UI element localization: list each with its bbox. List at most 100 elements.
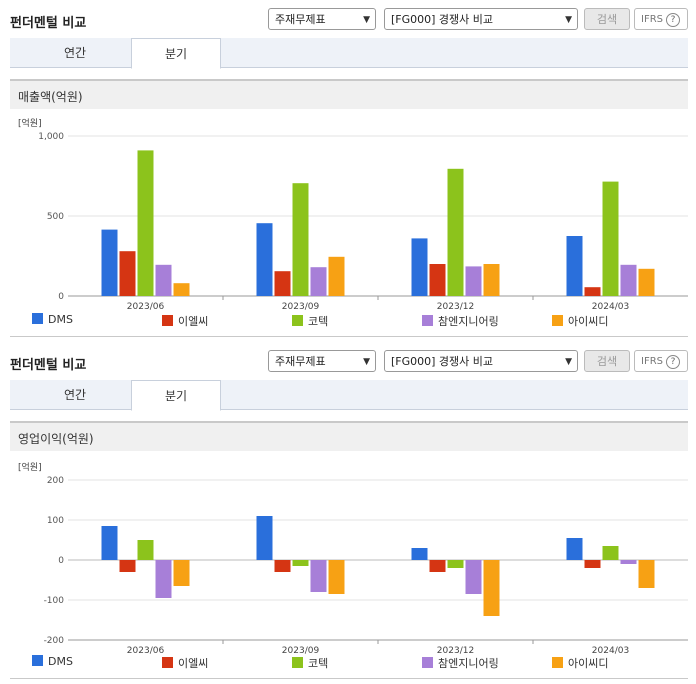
legend-label: 코텍 bbox=[308, 657, 329, 670]
bar bbox=[602, 546, 619, 560]
panel-title: 펀더멘털 비교 bbox=[10, 358, 87, 373]
bar bbox=[411, 238, 428, 296]
ifrs-label: IFRS bbox=[641, 14, 663, 25]
bar bbox=[119, 560, 136, 572]
bar bbox=[310, 560, 327, 592]
y-tick-label: 0 bbox=[58, 292, 64, 302]
comparison-select-value: [FG000] 경쟁사 비교 bbox=[391, 13, 494, 26]
divider bbox=[10, 336, 688, 337]
bar bbox=[328, 256, 345, 296]
period-tabs: 연간 분기 bbox=[10, 380, 688, 411]
legend-swatch bbox=[422, 315, 433, 326]
ifrs-toggle[interactable]: IFRS? bbox=[634, 350, 688, 372]
panel-header: 펀더멘털 비교 주재무제표 ▼ [FG000] 경쟁사 비교 ▼ 검색 IFRS… bbox=[0, 342, 696, 380]
statement-select-value: 주재무제표 bbox=[275, 355, 326, 368]
y-tick-label: 100 bbox=[47, 516, 64, 526]
bar bbox=[429, 264, 446, 296]
legend-swatch bbox=[162, 657, 173, 668]
x-tick-label: 2023/06 bbox=[127, 302, 165, 310]
y-tick-label: -200 bbox=[44, 636, 65, 646]
panel-title: 펀더멘털 비교 bbox=[10, 16, 87, 31]
tab-annual[interactable]: 연간 bbox=[63, 46, 87, 60]
chart-section-header: 매출액(억원) bbox=[10, 79, 688, 109]
bar bbox=[292, 560, 309, 566]
statement-select[interactable]: 주재무제표 ▼ bbox=[268, 8, 376, 30]
chevron-down-icon: ▼ bbox=[363, 15, 370, 25]
bar bbox=[447, 168, 464, 296]
comparison-select-value: [FG000] 경쟁사 비교 bbox=[391, 355, 494, 368]
unit-label: [억원] bbox=[18, 461, 42, 473]
bar bbox=[328, 560, 345, 594]
bar bbox=[566, 538, 583, 560]
bar bbox=[620, 264, 637, 296]
panel-header: 펀더멘털 비교 주재무제표 ▼ [FG000] 경쟁사 비교 ▼ 검색 IFRS… bbox=[0, 0, 696, 38]
help-icon[interactable]: ? bbox=[666, 355, 680, 369]
bar bbox=[137, 150, 154, 296]
period-tabs: 연간 분기 bbox=[10, 38, 688, 69]
revenue-chart-svg: [억원] 0 500 1,000 2023/06 2023/09 2023/12 2024/0… bbox=[18, 117, 688, 312]
bar bbox=[447, 560, 464, 568]
ifrs-toggle[interactable]: IFRS? bbox=[634, 8, 688, 30]
bar bbox=[256, 223, 273, 296]
legend-swatch bbox=[292, 657, 303, 668]
y-tick-label: 500 bbox=[47, 212, 64, 222]
tab-quarterly[interactable]: 분기 bbox=[131, 380, 221, 411]
legend-item[interactable]: 이엘씨 bbox=[162, 313, 208, 329]
legend-item[interactable]: 코텍 bbox=[292, 655, 328, 671]
divider bbox=[10, 678, 688, 679]
bar bbox=[292, 183, 309, 296]
operating-profit-chart: [억원] -200 -100 0 100 200 2023/06 2023/09 2023/12… bbox=[10, 454, 688, 656]
y-tick-label: 200 bbox=[47, 476, 64, 486]
bar bbox=[465, 560, 482, 594]
tab-quarterly[interactable]: 분기 bbox=[131, 38, 221, 69]
bar bbox=[155, 560, 172, 598]
bar bbox=[620, 560, 637, 564]
legend-item[interactable]: 이엘씨 bbox=[162, 655, 208, 671]
operating-profit-chart-svg: [억원] -200 -100 0 100 200 2023/06 2023/09 2023/12… bbox=[18, 461, 688, 656]
legend-item[interactable]: 아이씨디 bbox=[552, 655, 608, 671]
fundamentals-panel-1: 펀더멘털 비교 주재무제표 ▼ [FG000] 경쟁사 비교 ▼ 검색 IFRS… bbox=[0, 0, 696, 340]
x-tick-label: 2023/09 bbox=[282, 646, 320, 654]
bar bbox=[465, 266, 482, 296]
legend-label: 코텍 bbox=[308, 315, 329, 328]
legend-item[interactable]: 코텍 bbox=[292, 313, 328, 329]
legend-swatch bbox=[552, 315, 563, 326]
tab-annual[interactable]: 연간 bbox=[63, 388, 87, 402]
legend-swatch bbox=[162, 315, 173, 326]
search-button[interactable]: 검색 bbox=[584, 8, 630, 30]
ifrs-label: IFRS bbox=[641, 356, 663, 367]
legend-item[interactable]: 아이씨디 bbox=[552, 313, 608, 329]
legend-label: 참엔지니어링 bbox=[438, 315, 499, 328]
legend-item[interactable]: DMS bbox=[32, 655, 73, 668]
legend-item[interactable]: DMS bbox=[32, 313, 73, 326]
chart-label: 영업이익(억원) bbox=[18, 432, 94, 446]
x-tick-label: 2023/12 bbox=[437, 646, 474, 654]
bar bbox=[137, 540, 154, 560]
bar bbox=[483, 264, 500, 296]
chevron-down-icon: ▼ bbox=[363, 357, 370, 367]
x-tick-label: 2023/12 bbox=[437, 302, 474, 310]
legend-item[interactable]: 참엔지니어링 bbox=[422, 313, 499, 329]
legend-swatch bbox=[32, 313, 43, 324]
chart-label: 매출액(억원) bbox=[18, 90, 83, 104]
legend-label: 이엘씨 bbox=[178, 657, 209, 670]
fundamentals-panel-2: 펀더멘털 비교 주재무제표 ▼ [FG000] 경쟁사 비교 ▼ 검색 IFRS… bbox=[0, 342, 696, 684]
bar bbox=[602, 181, 619, 296]
comparison-select[interactable]: [FG000] 경쟁사 비교 ▼ bbox=[384, 350, 578, 372]
chevron-down-icon: ▼ bbox=[565, 15, 572, 25]
comparison-select[interactable]: [FG000] 경쟁사 비교 ▼ bbox=[384, 8, 578, 30]
unit-label: [억원] bbox=[18, 117, 42, 129]
legend-swatch bbox=[292, 315, 303, 326]
chart-legend: DMS 이엘씨 코텍 참엔지니어링 아이씨디 bbox=[10, 313, 688, 331]
help-icon[interactable]: ? bbox=[666, 13, 680, 27]
legend-label: 아이씨디 bbox=[568, 315, 609, 328]
bar bbox=[173, 560, 190, 586]
bar bbox=[173, 283, 190, 296]
x-tick-label: 2024/03 bbox=[592, 646, 629, 654]
search-button[interactable]: 검색 bbox=[584, 350, 630, 372]
legend-label: 이엘씨 bbox=[178, 315, 209, 328]
legend-item[interactable]: 참엔지니어링 bbox=[422, 655, 499, 671]
statement-select[interactable]: 주재무제표 ▼ bbox=[268, 350, 376, 372]
bar bbox=[638, 268, 655, 296]
bar bbox=[274, 560, 291, 572]
